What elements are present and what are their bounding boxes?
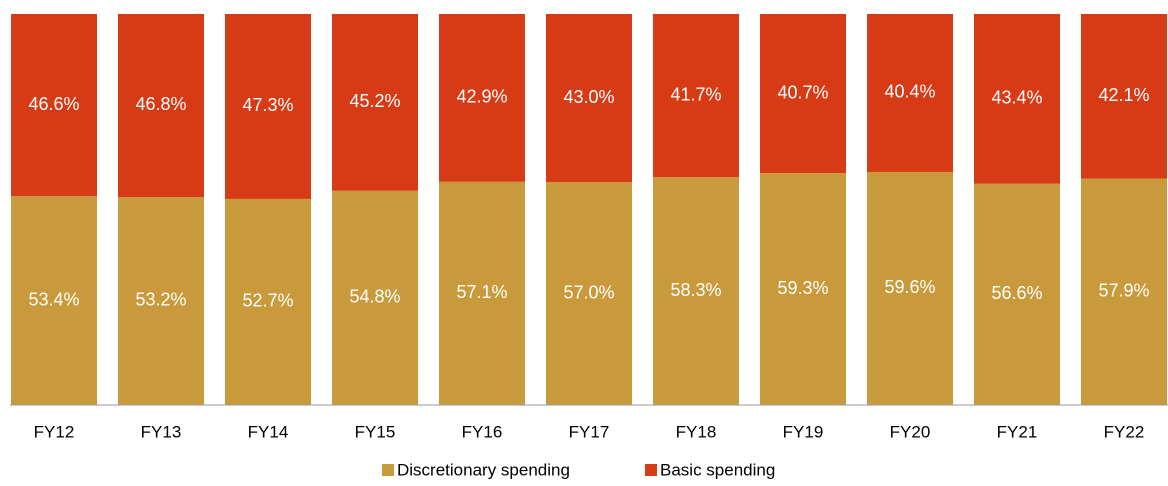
bar-segment	[653, 177, 739, 405]
x-tick-label: FY18	[676, 422, 717, 441]
bar-segment	[867, 14, 953, 172]
value-label: 59.6%	[884, 277, 935, 297]
x-tick-label: FY16	[462, 422, 503, 441]
bar-segment	[546, 182, 632, 405]
value-label: 57.1%	[456, 282, 507, 302]
value-label: 57.9%	[1098, 281, 1149, 301]
bar-segment	[11, 196, 97, 405]
value-label: 41.7%	[670, 84, 721, 104]
bar-segment	[118, 196, 204, 405]
bar-segment	[439, 14, 525, 182]
value-label: 46.8%	[135, 94, 186, 114]
bar-segment	[546, 14, 632, 183]
value-label: 43.0%	[563, 87, 614, 107]
legend-swatch	[382, 464, 394, 476]
x-tick-label: FY12	[34, 422, 75, 441]
legend-swatch	[645, 464, 657, 476]
value-label: 47.3%	[242, 95, 293, 115]
value-label: 46.6%	[28, 94, 79, 114]
bar-segment	[974, 183, 1060, 405]
value-label: 42.1%	[1098, 85, 1149, 105]
x-tick-label: FY20	[890, 422, 931, 441]
value-label: 45.2%	[349, 91, 400, 111]
value-label: 43.4%	[991, 88, 1042, 108]
legend-label: Discretionary spending	[397, 460, 570, 479]
value-label: 57.0%	[563, 282, 614, 302]
bar-segment	[225, 198, 311, 405]
value-label: 53.4%	[28, 289, 79, 309]
value-label: 59.3%	[777, 278, 828, 298]
bar-segment	[1081, 14, 1167, 179]
x-tick-label: FY14	[248, 422, 289, 441]
bar-segment	[1081, 178, 1167, 405]
x-tick-label: FY22	[1104, 422, 1145, 441]
bar-segment	[332, 14, 418, 191]
x-tick-label: FY15	[355, 422, 396, 441]
legend-label: Basic spending	[660, 460, 775, 479]
value-label: 42.9%	[456, 87, 507, 107]
x-tick-label: FY19	[783, 422, 824, 441]
value-label: 40.4%	[884, 82, 935, 102]
x-tick-label: FY21	[997, 422, 1038, 441]
value-label: 58.3%	[670, 280, 721, 300]
bar-segment	[118, 14, 204, 197]
bar-segment	[760, 173, 846, 405]
value-label: 54.8%	[349, 287, 400, 307]
bar-segment	[11, 14, 97, 197]
bar-segment	[867, 171, 953, 405]
x-tick-label: FY13	[141, 422, 182, 441]
bar-segment	[760, 14, 846, 174]
value-label: 56.6%	[991, 283, 1042, 303]
value-label: 52.7%	[242, 291, 293, 311]
bar-segment	[974, 14, 1060, 184]
value-label: 53.2%	[135, 290, 186, 310]
bar-segment	[225, 14, 311, 199]
bar-segment	[439, 181, 525, 405]
bar-segment	[653, 14, 739, 178]
x-tick-label: FY17	[569, 422, 610, 441]
bar-segment	[332, 190, 418, 405]
value-label: 40.7%	[777, 82, 828, 102]
